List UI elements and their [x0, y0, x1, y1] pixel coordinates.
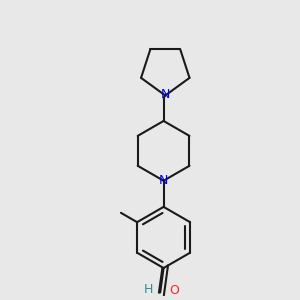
Text: H: H [144, 283, 153, 296]
Text: O: O [169, 284, 179, 297]
Text: N: N [161, 88, 170, 101]
Text: N: N [159, 174, 169, 187]
